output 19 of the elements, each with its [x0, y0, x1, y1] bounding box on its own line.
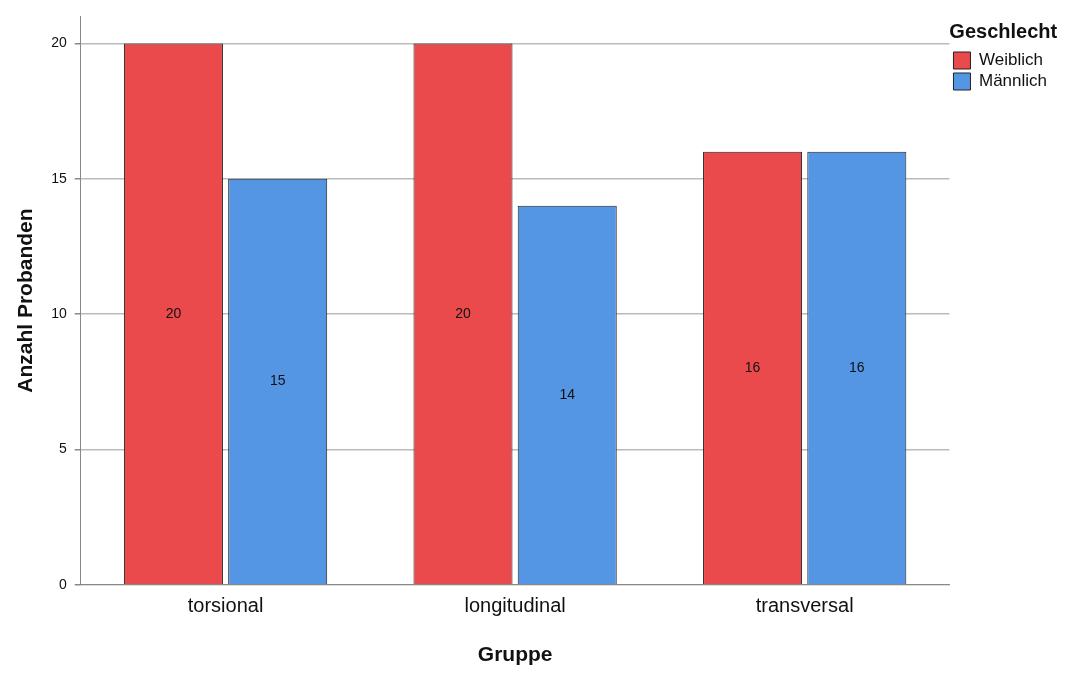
data-label: 20 — [455, 304, 471, 321]
y-tick-label: 5 — [58, 440, 67, 457]
data-label: 20 — [165, 304, 182, 321]
legend-title: Geschlecht — [949, 19, 1058, 42]
legend-label: Weiblich — [978, 50, 1043, 70]
y-axis-title: Anzahl Probanden — [13, 208, 37, 393]
data-label: 14 — [559, 385, 576, 402]
data-label: 16 — [849, 358, 865, 375]
x-tick-label: longitudinal — [464, 594, 566, 617]
y-tick-label: 15 — [51, 169, 67, 186]
data-label: 16 — [744, 358, 761, 375]
x-tick-label: transversal — [755, 594, 854, 617]
y-tick-label: 0 — [58, 575, 67, 592]
y-tick-label: 20 — [51, 34, 67, 51]
x-axis-title: Gruppe — [477, 642, 553, 666]
y-tick-label: 10 — [51, 304, 67, 321]
data-label: 15 — [269, 372, 286, 389]
legend-label: Männlich — [978, 71, 1048, 91]
x-tick-label: torsional — [187, 594, 264, 617]
